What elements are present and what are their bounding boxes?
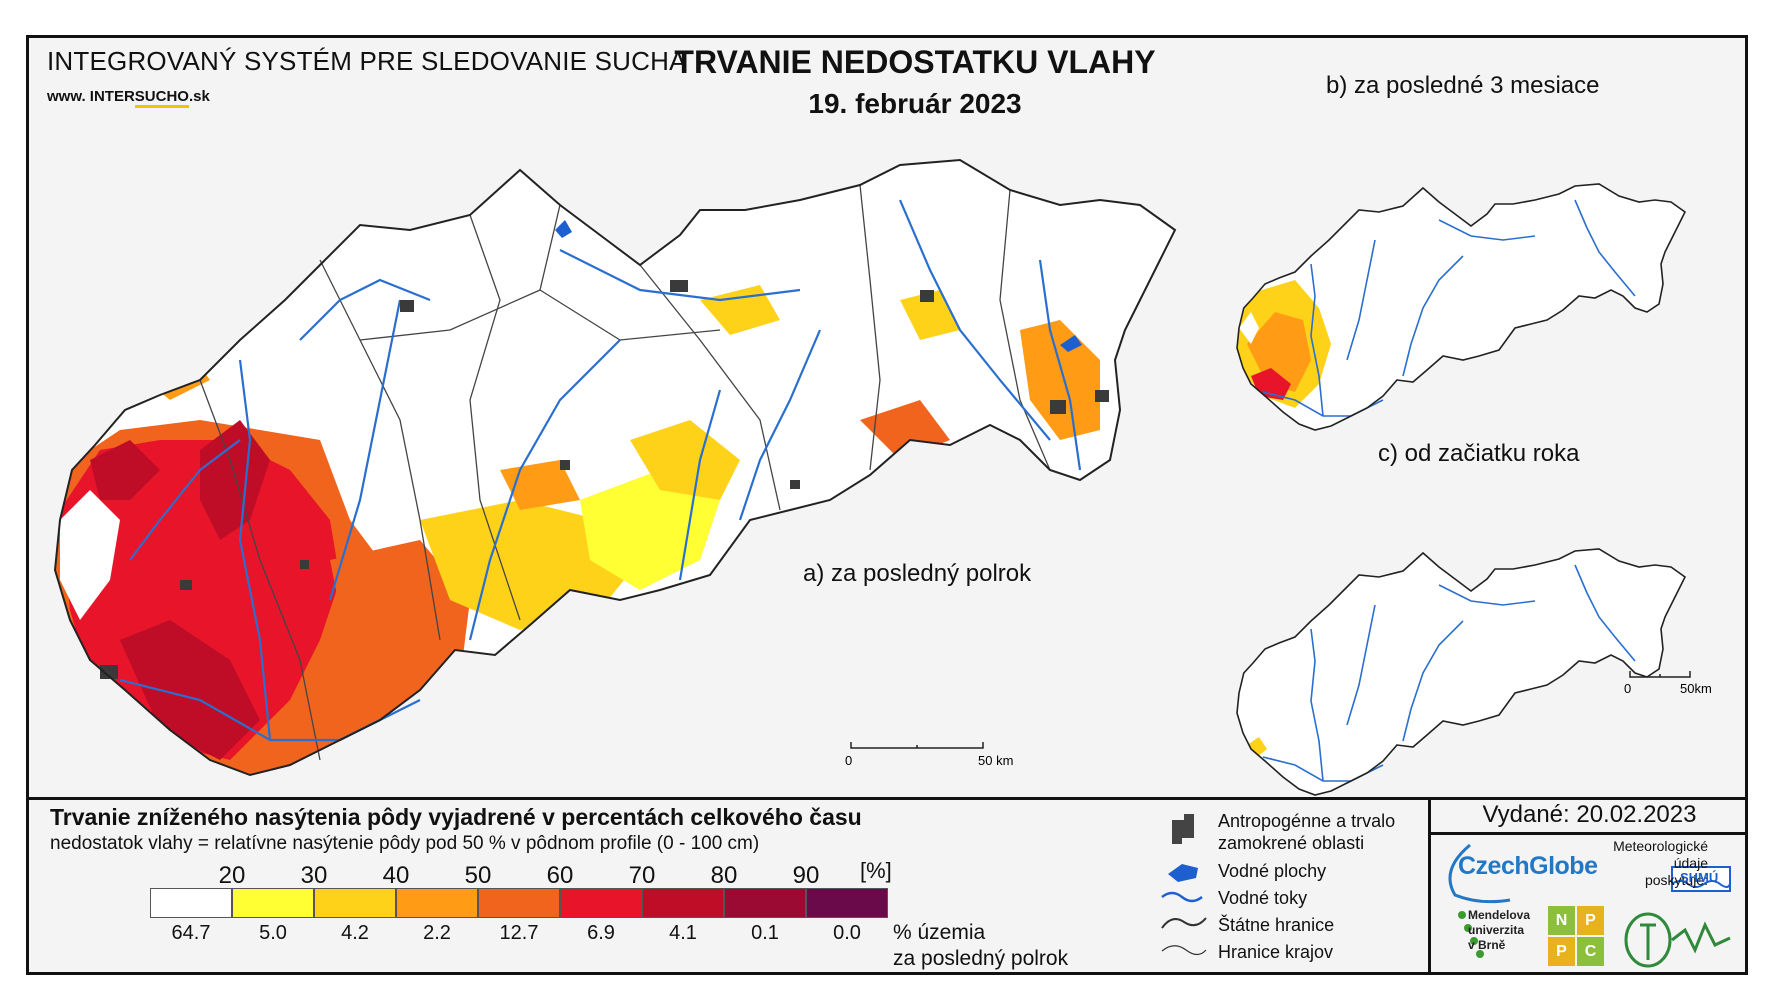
small-scale-start: 0 <box>1624 681 1632 696</box>
meteo-provider-label: Meteorologické údaje poskytuje: <box>1613 838 1708 888</box>
main-scale-start: 0 <box>845 753 853 768</box>
legend-share: 2.2 <box>423 922 451 944</box>
shmu-name: SHMÚ <box>1680 870 1719 885</box>
issued-divider <box>1428 832 1748 835</box>
issued-date: Vydané: 20.02.2023 <box>1482 801 1697 828</box>
map-since-year-start <box>1236 548 1686 796</box>
legend-tick: 40 <box>382 862 410 889</box>
legend-share: 6.9 <box>587 922 615 944</box>
legend-swatch <box>314 888 396 918</box>
small-scale-end: 50km <box>1680 681 1712 696</box>
legend-swatch <box>150 888 232 918</box>
legend-subtitle: nedostatok vlahy = relatívne nasýtenie p… <box>50 833 760 854</box>
main-scale-end: 50 km <box>978 753 1014 768</box>
nppc-logo: N P P C <box>1548 906 1604 966</box>
legend-swatch <box>478 888 560 918</box>
system-name: INTEGROVANÝ SYSTÉM PRE SLEDOVANIE SUCHA <box>47 46 687 76</box>
legend-tick: 80 <box>710 862 738 889</box>
label-last-3-months: b) za posledné 3 mesiace <box>1326 72 1600 99</box>
legend-swatch <box>806 888 888 918</box>
mendel-logo <box>1458 911 1484 958</box>
legend-tick: 50 <box>464 862 492 889</box>
legend-urban: Antropogénne a trvalo zamokrené oblasti <box>1218 811 1396 853</box>
legend-state-border: Štátne hranice <box>1218 915 1335 935</box>
logos-divider <box>1428 797 1431 975</box>
main-map-slovakia <box>53 158 1177 777</box>
legend-unit: [%] <box>860 858 892 883</box>
legend-share: 4.2 <box>341 922 369 944</box>
website-url[interactable]: www. INTERSUCHO.sk <box>47 88 210 108</box>
state-border-symbol <box>1161 917 1207 929</box>
river-symbol <box>1161 891 1203 903</box>
mendel-name: Mendelova univerzita v Brně <box>1468 908 1531 952</box>
legend-tick: 30 <box>300 862 328 889</box>
water-body-symbol <box>1168 864 1198 882</box>
legend-share: 0.0 <box>833 922 861 944</box>
shmu-logo <box>1671 866 1731 892</box>
legend-rivers: Vodné toky <box>1218 888 1308 908</box>
legend-swatch <box>396 888 478 918</box>
legend-area-label: % územia za posledný polrok <box>893 921 1069 970</box>
map-date: 19. február 2023 <box>808 88 1022 119</box>
czechglobe-name: CzechGlobe <box>1458 852 1598 880</box>
legend-share: 0.1 <box>751 922 779 944</box>
legend-share: 5.0 <box>259 922 287 944</box>
legend-tick: 20 <box>218 862 246 889</box>
label-since-year-start: c) od začiatku roka <box>1378 440 1580 467</box>
legend-region-border: Hranice krajov <box>1218 942 1334 962</box>
small-scale-bar <box>1629 671 1691 678</box>
legend-tick: 70 <box>628 862 656 889</box>
main-scale-bar <box>850 742 984 749</box>
legend-tick: 60 <box>546 862 574 889</box>
legend-title: Trvanie zníženého nasýtenia pôdy vyjadre… <box>50 804 862 830</box>
legend-share: 64.7 <box>171 922 211 944</box>
legend-share: 4.1 <box>669 922 697 944</box>
legend-divider <box>26 797 1748 800</box>
legend-share: 12.7 <box>499 922 539 944</box>
czechglobe-logo <box>1448 843 1511 904</box>
legend-swatch <box>642 888 724 918</box>
map-last-3-months <box>1236 183 1686 431</box>
legend-swatch <box>724 888 806 918</box>
legend-swatch <box>560 888 642 918</box>
legend-swatch <box>232 888 314 918</box>
label-last-half-year: a) za posledný polrok <box>803 560 1032 587</box>
uvz-logo <box>1624 912 1731 968</box>
page-title: TRVANIE NEDOSTATKU VLAHY <box>674 44 1156 80</box>
legend-tick: 90 <box>792 862 820 889</box>
region-border-symbol <box>1161 945 1207 956</box>
legend-water-bodies: Vodné plochy <box>1218 861 1327 881</box>
urban-symbol <box>1172 814 1194 844</box>
